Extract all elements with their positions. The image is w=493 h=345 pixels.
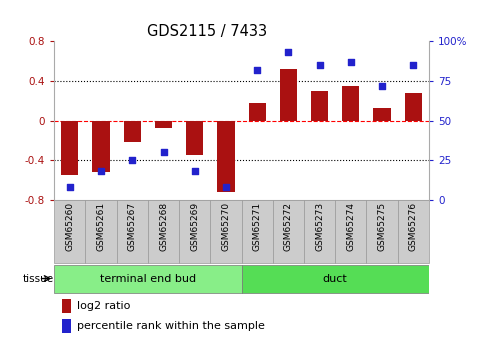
Bar: [62, 299, 71, 313]
Bar: [85, 200, 117, 263]
Bar: [148, 200, 179, 263]
Bar: [311, 91, 328, 121]
Point: [128, 158, 136, 163]
Bar: [366, 200, 398, 263]
Bar: [61, 121, 78, 175]
Text: GSM65274: GSM65274: [347, 202, 355, 251]
Bar: [186, 121, 203, 155]
Point: [316, 62, 323, 68]
Bar: [117, 200, 148, 263]
Text: log2 ratio: log2 ratio: [77, 301, 130, 311]
Bar: [273, 200, 304, 263]
Point: [378, 83, 386, 89]
Bar: [54, 200, 85, 263]
Point: [160, 150, 168, 155]
Bar: [342, 86, 359, 121]
Point: [409, 62, 417, 68]
Point: [284, 50, 292, 55]
Bar: [405, 93, 422, 121]
Text: tissue: tissue: [23, 274, 54, 284]
Bar: [124, 121, 141, 142]
Bar: [179, 200, 211, 263]
Text: GSM65267: GSM65267: [128, 202, 137, 251]
Bar: [217, 121, 235, 192]
Bar: [242, 265, 429, 294]
Point: [222, 185, 230, 190]
Bar: [211, 200, 242, 263]
Text: GSM65275: GSM65275: [378, 202, 387, 251]
Text: GSM65272: GSM65272: [284, 202, 293, 251]
Text: GSM65276: GSM65276: [409, 202, 418, 251]
Text: GSM65273: GSM65273: [315, 202, 324, 251]
Bar: [304, 200, 335, 263]
Text: terminal end bud: terminal end bud: [100, 274, 196, 284]
Point: [253, 67, 261, 73]
Text: GSM65269: GSM65269: [190, 202, 199, 251]
Point: [66, 185, 74, 190]
Text: GSM65260: GSM65260: [66, 202, 74, 251]
Text: percentile rank within the sample: percentile rank within the sample: [77, 321, 265, 331]
Bar: [335, 200, 366, 263]
Point: [97, 169, 105, 174]
Bar: [248, 103, 266, 121]
Bar: [155, 121, 172, 128]
Text: GDS2115 / 7433: GDS2115 / 7433: [147, 24, 267, 39]
Text: GSM65271: GSM65271: [253, 202, 262, 251]
Text: duct: duct: [323, 274, 348, 284]
Bar: [280, 69, 297, 121]
Text: GSM65270: GSM65270: [221, 202, 230, 251]
Bar: [374, 108, 390, 121]
Text: GSM65261: GSM65261: [97, 202, 106, 251]
Bar: [242, 200, 273, 263]
Bar: [398, 200, 429, 263]
Text: GSM65268: GSM65268: [159, 202, 168, 251]
Point: [347, 59, 355, 65]
Bar: [93, 121, 109, 172]
Point: [191, 169, 199, 174]
Bar: [54, 265, 242, 294]
Bar: [62, 319, 71, 333]
